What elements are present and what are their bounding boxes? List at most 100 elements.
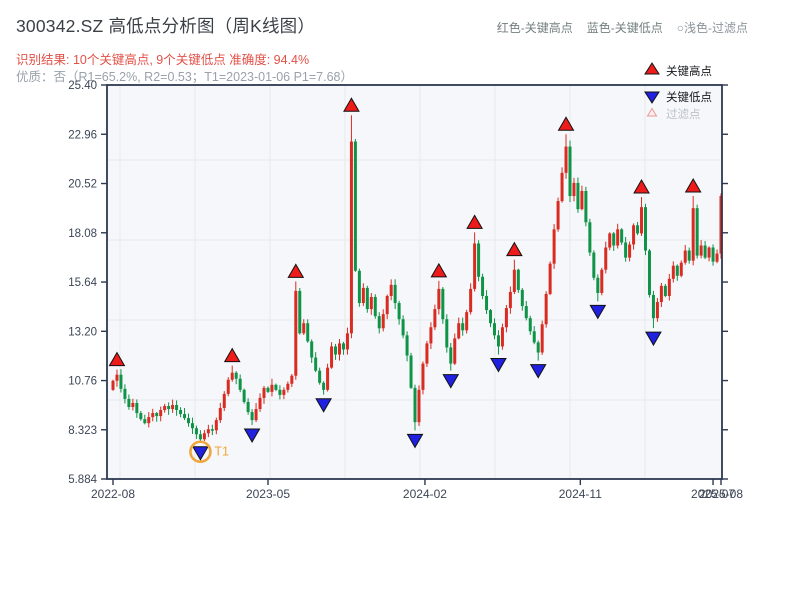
x-tick-label: 2022-08	[91, 487, 135, 501]
candle-body	[290, 375, 294, 384]
candle-body	[306, 323, 310, 342]
candle-body	[258, 397, 262, 410]
candle-body	[226, 379, 230, 394]
x-tick-label: 2024-02	[403, 487, 447, 501]
legend-key-high-icon	[644, 62, 660, 75]
candle-body	[532, 331, 536, 343]
y-tick-label: 15.64	[68, 277, 97, 289]
candle-body	[675, 265, 679, 276]
candle-body	[707, 247, 711, 258]
y-tick-label: 22.96	[68, 129, 97, 141]
candle-body	[218, 408, 222, 421]
candle-body	[663, 285, 667, 296]
t1-label: T1	[214, 445, 229, 459]
candle-body	[655, 302, 659, 319]
hint-key-low: 蓝色-关键低点	[586, 21, 663, 35]
key-high-marker	[633, 179, 650, 194]
candle-body	[381, 314, 385, 329]
candle-body	[457, 323, 461, 339]
candle-body	[206, 429, 210, 434]
candle-body	[250, 412, 254, 421]
hint-filtered: ○浅色-过滤点	[676, 21, 748, 35]
candle-body	[262, 387, 266, 398]
candle-body	[608, 233, 612, 248]
candle-body	[127, 398, 131, 408]
candle-body	[548, 263, 552, 294]
candle-body	[504, 308, 508, 328]
candle-body	[111, 380, 115, 390]
candle-body	[584, 190, 588, 223]
candle-body	[298, 290, 302, 334]
legend-key-high-label: 关键高点	[666, 64, 712, 78]
candle-body	[389, 284, 393, 296]
candle-body	[417, 389, 421, 423]
candle-body	[353, 141, 357, 271]
legend-hints: 红色-关键高点 蓝色-关键低点 ○浅色-过滤点	[497, 19, 748, 36]
candle-body	[334, 346, 338, 355]
candle-body	[556, 201, 560, 230]
candle-body	[500, 327, 504, 347]
key-low-marker	[406, 433, 424, 449]
candle-body	[409, 355, 413, 388]
candle-body	[425, 343, 429, 364]
candle-body	[477, 243, 481, 277]
candle-body	[659, 285, 663, 303]
candle-body	[318, 370, 322, 383]
candle-body	[473, 243, 477, 289]
candle-body	[175, 404, 179, 411]
candle-body	[421, 363, 425, 390]
key-low-marker	[529, 364, 547, 379]
legend-filtered-label: 过滤点	[666, 108, 701, 121]
candle-body	[516, 269, 520, 290]
candle-body	[147, 417, 151, 424]
key-low-marker	[243, 428, 261, 443]
candle-body	[254, 409, 258, 421]
candle-body	[345, 333, 349, 350]
candle-body	[266, 387, 270, 392]
candle-body	[520, 289, 524, 307]
y-tick-label: 10.76	[68, 376, 97, 388]
candle-body	[238, 378, 242, 390]
candle-body	[365, 287, 369, 310]
candle-body	[246, 401, 250, 413]
x-tick-label: 2025-07	[691, 487, 735, 501]
candle-body	[485, 295, 489, 311]
candles	[111, 115, 723, 443]
candle-body	[373, 296, 377, 317]
candle-body	[143, 419, 147, 424]
candle-body	[123, 388, 127, 399]
candle-body	[314, 357, 318, 371]
candle-body	[349, 141, 353, 334]
key-high-markers	[108, 97, 702, 367]
candle-body	[616, 229, 620, 246]
candle-body	[671, 265, 675, 279]
key-high-marker	[557, 116, 575, 131]
candle-body	[159, 410, 163, 417]
candle-body	[691, 208, 695, 261]
candle-body	[135, 402, 139, 414]
candle-body	[528, 318, 532, 332]
candle-body	[508, 291, 512, 309]
candle-body	[600, 269, 604, 293]
t1-circle	[189, 440, 212, 464]
y-tick-label: 13.20	[68, 326, 97, 338]
candle-body	[628, 244, 632, 258]
candle-body	[699, 245, 703, 256]
key-low-marker	[192, 446, 209, 461]
candle-body	[540, 324, 544, 353]
key-low-markers	[192, 304, 662, 461]
candle-body	[214, 420, 218, 431]
candle-body	[683, 250, 687, 263]
candle-body	[580, 190, 584, 210]
key-low-marker	[589, 304, 607, 320]
candle-body	[385, 295, 389, 315]
candle-body	[190, 423, 194, 429]
recognition-result: 识别结果: 10个关键高点, 9个关键低点 准确度: 94.4%	[16, 53, 310, 67]
candle-body	[651, 294, 655, 319]
candle-body	[544, 293, 548, 325]
candle-body	[357, 270, 361, 304]
legend-filtered-icon	[646, 107, 658, 117]
candle-body	[282, 389, 286, 395]
